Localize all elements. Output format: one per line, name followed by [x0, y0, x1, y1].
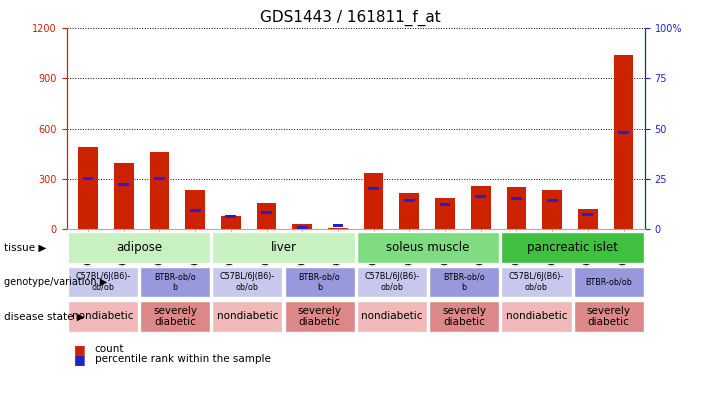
Bar — [543, 190, 562, 229]
Bar — [226, 215, 236, 218]
Bar — [511, 197, 522, 200]
Bar — [79, 147, 98, 229]
Bar — [68, 301, 138, 332]
Bar — [68, 266, 138, 297]
Bar — [618, 131, 629, 134]
Bar — [429, 266, 499, 297]
Text: soleus muscle: soleus muscle — [386, 241, 470, 254]
Text: disease state ▶: disease state ▶ — [4, 311, 84, 321]
Bar — [285, 301, 355, 332]
Text: GDS1443 / 161811_f_at: GDS1443 / 161811_f_at — [260, 10, 441, 26]
Bar — [613, 55, 633, 229]
Bar — [501, 266, 571, 297]
Bar — [221, 216, 240, 229]
Bar — [292, 224, 312, 229]
Bar — [212, 232, 355, 263]
Bar — [285, 266, 355, 297]
Text: severely
diabetic: severely diabetic — [442, 305, 486, 327]
Bar — [261, 211, 272, 214]
Text: severely
diabetic: severely diabetic — [587, 305, 631, 327]
Bar — [83, 177, 93, 180]
Bar — [573, 266, 644, 297]
Bar — [435, 198, 455, 229]
Text: C57BL/6J(B6)-
ob/ob: C57BL/6J(B6)- ob/ob — [365, 272, 419, 292]
Text: nondiabetic: nondiabetic — [217, 311, 278, 321]
Bar — [297, 226, 308, 229]
Bar — [190, 209, 200, 212]
Bar — [507, 187, 526, 229]
Text: genotype/variation ▶: genotype/variation ▶ — [4, 277, 107, 287]
Text: BTBR-ob/o
b: BTBR-ob/o b — [299, 272, 341, 292]
Bar — [140, 266, 210, 297]
Text: C57BL/6J(B6)-
ob/ob: C57BL/6J(B6)- ob/ob — [509, 272, 564, 292]
Text: nondiabetic: nondiabetic — [361, 311, 423, 321]
Bar — [364, 173, 383, 229]
Bar — [501, 232, 644, 263]
Bar — [429, 301, 499, 332]
Bar — [573, 301, 644, 332]
Bar — [475, 195, 486, 198]
Bar — [547, 199, 557, 202]
Bar — [332, 224, 343, 227]
Bar — [357, 301, 427, 332]
Bar — [328, 228, 348, 229]
Text: BTBR-ob/o
b: BTBR-ob/o b — [443, 272, 485, 292]
Text: count: count — [95, 344, 124, 354]
Text: severely
diabetic: severely diabetic — [298, 305, 341, 327]
Text: adipose: adipose — [116, 241, 162, 254]
Bar — [501, 301, 571, 332]
Bar — [118, 183, 129, 186]
Bar — [368, 187, 379, 190]
Bar — [68, 232, 210, 263]
Text: pancreatic islet: pancreatic islet — [527, 241, 618, 254]
Text: BTBR-ob/ob: BTBR-ob/ob — [585, 277, 632, 286]
Bar — [114, 163, 133, 229]
Text: C57BL/6J(B6)-
ob/ob: C57BL/6J(B6)- ob/ob — [75, 272, 130, 292]
Bar — [149, 152, 169, 229]
Bar — [257, 203, 276, 229]
Bar — [583, 213, 593, 216]
Bar — [185, 190, 205, 229]
Text: severely
diabetic: severely diabetic — [153, 305, 197, 327]
Bar — [140, 301, 210, 332]
Text: C57BL/6J(B6)-
ob/ob: C57BL/6J(B6)- ob/ob — [219, 272, 275, 292]
Text: nondiabetic: nondiabetic — [505, 311, 567, 321]
Bar — [357, 232, 499, 263]
Bar — [440, 203, 451, 206]
Text: BTBR-ob/o
b: BTBR-ob/o b — [154, 272, 196, 292]
Bar — [471, 186, 491, 229]
Bar — [212, 301, 283, 332]
Bar — [212, 266, 283, 297]
Text: ■: ■ — [74, 353, 86, 366]
Bar — [357, 266, 427, 297]
Bar — [578, 209, 598, 229]
Bar — [154, 177, 165, 180]
Text: liver: liver — [271, 241, 297, 254]
Bar — [400, 193, 419, 229]
Text: ■: ■ — [74, 343, 86, 356]
Text: percentile rank within the sample: percentile rank within the sample — [95, 354, 271, 364]
Text: nondiabetic: nondiabetic — [72, 311, 133, 321]
Text: tissue ▶: tissue ▶ — [4, 243, 46, 252]
Bar — [404, 199, 415, 202]
